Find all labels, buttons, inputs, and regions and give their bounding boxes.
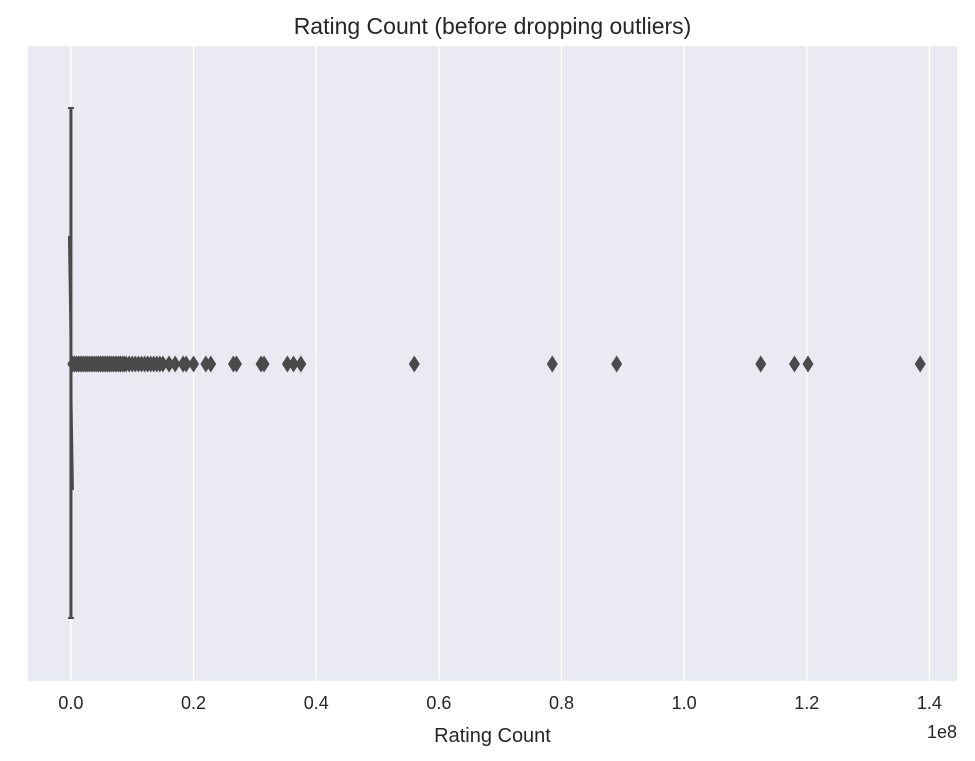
x-tick-label: 1.4	[917, 693, 942, 713]
outlier-point	[546, 355, 558, 373]
outlier-point	[157, 355, 169, 373]
outlier-point	[802, 355, 814, 373]
outlier-point	[408, 355, 420, 373]
outlier-point	[169, 355, 181, 373]
x-tick-label: 0.2	[181, 693, 206, 713]
x-tick-label: 1.0	[672, 693, 697, 713]
outlier-point	[188, 355, 200, 373]
outlier-point	[789, 355, 801, 373]
outlier-point	[180, 355, 192, 373]
x-axis-label: Rating Count	[434, 725, 551, 747]
outlier-point	[205, 355, 217, 373]
outlier-point	[230, 355, 242, 373]
x-tick-label: 0.8	[549, 693, 574, 713]
outlier-point	[288, 355, 300, 373]
x-tick-labels: 0.0 0.2 0.4 0.6 0.8 1.0 1.2 1.4	[58, 693, 942, 713]
x-tick-label: 0.4	[304, 693, 329, 713]
chart-title: Rating Count (before dropping outliers)	[294, 13, 692, 39]
outlier-point	[258, 355, 270, 373]
outlier-point	[163, 355, 175, 373]
outlier-point	[611, 355, 623, 373]
chart-marks	[67, 107, 926, 619]
x-tick-label: 0.6	[426, 693, 451, 713]
outlier-point	[295, 355, 307, 373]
x-axis-offset-label: 1e8	[927, 722, 957, 742]
x-tick-label: 1.2	[794, 693, 819, 713]
x-tick-label: 0.0	[58, 693, 83, 713]
outlier-point	[755, 355, 767, 373]
outlier-point	[914, 355, 926, 373]
outlier-point	[281, 355, 293, 373]
